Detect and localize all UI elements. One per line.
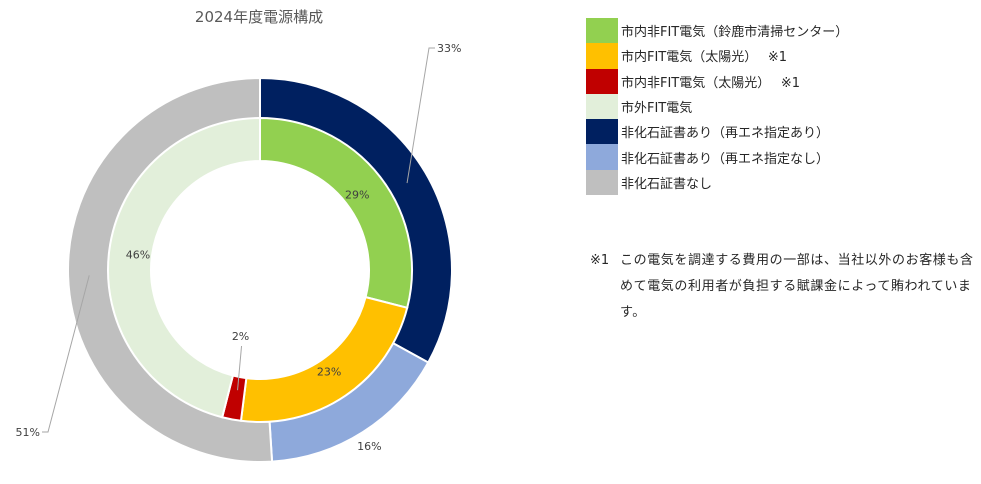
footnote-text: この電気を調達する費用の一部は、当社以外のお客様も含めて電気の利用者が負担する賦… <box>620 253 974 320</box>
data-label: 46% <box>126 249 150 262</box>
legend-item: 市内非FIT電気（鈴鹿市清掃センター） <box>586 18 966 44</box>
leader-lines <box>42 47 435 433</box>
leader-line <box>406 47 435 184</box>
legend: 市内非FIT電気（鈴鹿市清掃センター） 市内FIT電気（太陽光） ※1 市内非F… <box>586 18 966 196</box>
footnote: ※1 この電気を調達する費用の一部は、当社以外のお客様も含めて電気の利用者が負担… <box>590 248 980 326</box>
data-label: 33% <box>437 42 461 55</box>
legend-item: 市外FIT電気 <box>586 93 966 120</box>
inner-ring-slice <box>107 116 261 419</box>
data-labels: 33% 16% 51% 29% 23% 2% 46% <box>16 42 462 453</box>
inner-ring <box>107 116 413 423</box>
legend-swatch <box>586 144 618 170</box>
data-label: 51% <box>16 426 40 439</box>
chart-title: 2024年度電源構成 <box>195 8 323 26</box>
legend-item: 非化石証書あり（再エネ指定あり） <box>586 119 966 145</box>
legend-label: 非化石証書あり（再エネ指定なし） <box>621 151 830 167</box>
legend-swatch <box>586 18 618 44</box>
legend-swatch <box>586 169 618 196</box>
legend-item: 市内FIT電気（太陽光） ※1 <box>586 43 966 69</box>
data-label: 16% <box>357 440 381 453</box>
leader-line <box>42 275 90 433</box>
legend-swatch <box>586 93 618 120</box>
legend-item: 非化石証書なし <box>586 169 966 196</box>
legend-label: 非化石証書あり（再エネ指定あり） <box>621 126 830 142</box>
data-label: 23% <box>317 366 341 379</box>
legend-swatch <box>586 119 618 145</box>
data-label: 2% <box>232 330 249 343</box>
legend-label: 市外FIT電気 <box>621 101 693 117</box>
legend-swatch <box>586 68 618 94</box>
leader-line <box>237 345 243 391</box>
legend-item: 市内非FIT電気（太陽光） ※1 <box>586 68 966 94</box>
footnote-mark: ※1 <box>590 253 610 268</box>
legend-label: 市内FIT電気（太陽光） ※1 <box>621 50 788 66</box>
legend-label: 市内非FIT電気（鈴鹿市清掃センター） <box>621 25 849 41</box>
legend-label: 非化石証書なし <box>621 176 713 192</box>
legend-label: 市内非FIT電気（太陽光） ※1 <box>621 75 801 91</box>
legend-item: 非化石証書あり（再エネ指定なし） <box>586 144 966 170</box>
data-label: 29% <box>345 189 369 202</box>
legend-swatch <box>586 43 618 69</box>
